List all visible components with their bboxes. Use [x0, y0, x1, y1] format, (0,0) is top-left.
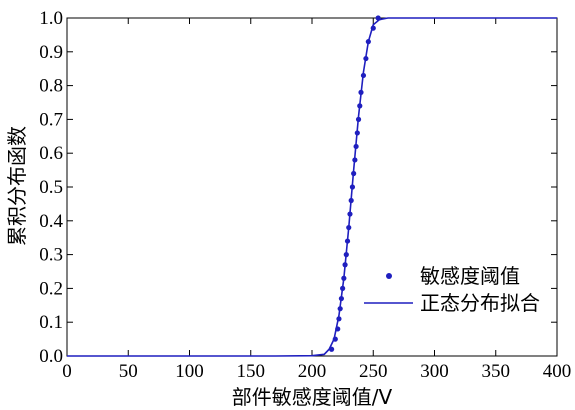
- y-tick-label: 0.1: [39, 312, 63, 333]
- data-point: [351, 170, 357, 177]
- data-point: [353, 143, 359, 150]
- y-tick-label: 0.8: [39, 76, 63, 97]
- data-point: [335, 326, 341, 332]
- data-point: [354, 130, 360, 136]
- data-point: [344, 238, 351, 244]
- data-point: [347, 211, 353, 217]
- data-point: [336, 316, 342, 322]
- y-tick-label: 0.7: [39, 109, 63, 130]
- y-tick-label: 0.3: [39, 245, 63, 266]
- x-tick-label: 200: [298, 361, 327, 382]
- x-tick-label: 150: [237, 361, 266, 382]
- data-point: [348, 197, 354, 204]
- y-axis-title: 累积分布函数: [5, 126, 29, 246]
- data-point: [358, 89, 364, 95]
- data-point: [338, 295, 344, 302]
- data-point: [357, 103, 363, 109]
- x-tick-label: 300: [420, 361, 449, 382]
- data-point: [370, 25, 376, 31]
- axes: 0 50 100 150 200 250 300 350 400 0.0 0.1 0.2 0.3 0.4 0…: [39, 8, 571, 382]
- legend-label-points: 敏感度阈值: [420, 264, 520, 288]
- data-point: [342, 262, 348, 268]
- y-tick-label: 0.9: [39, 42, 63, 63]
- data-point: [365, 39, 371, 45]
- legend-label-line: 正态分布拟合: [420, 291, 540, 315]
- x-tick-label: 0: [62, 361, 72, 382]
- y-tick-label: 0.5: [39, 177, 63, 198]
- data-point: [332, 336, 338, 342]
- data-point: [363, 55, 369, 62]
- x-tick-label: 350: [482, 361, 511, 382]
- y-tick-label: 0.6: [39, 143, 63, 164]
- x-axis-title: 部件敏感度阈值/V: [232, 385, 393, 409]
- data-point: [355, 116, 362, 122]
- x-tick-label: 50: [119, 361, 138, 382]
- data-point: [343, 252, 349, 258]
- data-point: [329, 346, 335, 352]
- x-tick-label: 250: [359, 361, 388, 382]
- x-tick-label: 400: [543, 361, 572, 382]
- data-point: [341, 275, 347, 281]
- data-point: [340, 285, 346, 291]
- data-point: [375, 15, 381, 21]
- legend-marker-points: [386, 273, 392, 279]
- y-tick-label: 0.0: [39, 346, 63, 367]
- data-point: [360, 72, 367, 79]
- y-tick-label: 0.4: [39, 211, 63, 232]
- y-tick-label: 1.0: [39, 8, 63, 29]
- data-point: [346, 224, 352, 231]
- x-tick-label: 100: [175, 361, 204, 382]
- data-point: [352, 157, 358, 163]
- data-point: [337, 306, 343, 312]
- plot-area: [67, 15, 557, 357]
- y-tick-label: 0.2: [39, 278, 63, 299]
- data-point: [349, 184, 356, 190]
